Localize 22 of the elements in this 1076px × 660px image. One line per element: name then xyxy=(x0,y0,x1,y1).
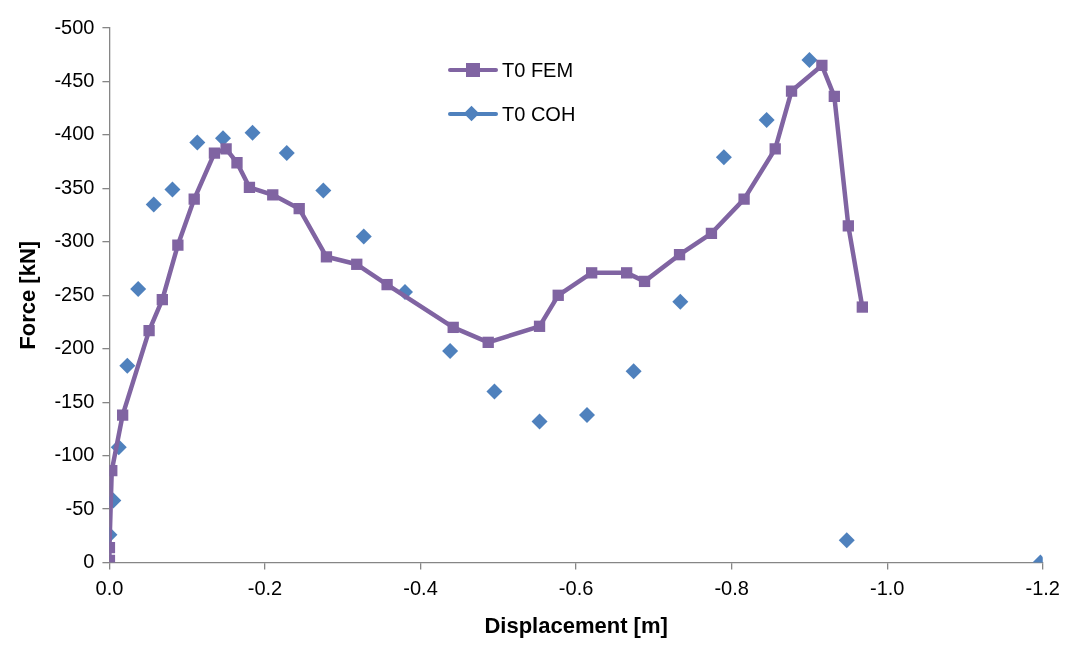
x-tick-label: -1.0 xyxy=(869,577,905,600)
x-tick-label: -0.4 xyxy=(403,577,438,600)
legend-label: T0 FEM xyxy=(502,58,574,83)
x-tick-label: 0.0 xyxy=(95,577,124,600)
y-tick-label: -500 xyxy=(54,15,95,38)
x-tick-label: -0.6 xyxy=(558,577,594,600)
y-tick-label: -350 xyxy=(54,175,95,198)
y-tick-label: -300 xyxy=(54,229,95,252)
legend-label: T0 COH xyxy=(502,102,576,127)
y-tick-label: -400 xyxy=(54,122,95,145)
x-axis-title: Displacement [m] xyxy=(484,612,668,638)
y-tick-label: -200 xyxy=(54,336,95,359)
y-tick-label: 0 xyxy=(83,550,95,573)
x-tick-label: -0.8 xyxy=(714,577,749,600)
y-axis-title: Force [kN] xyxy=(15,240,41,350)
y-tick-label: -150 xyxy=(54,389,95,412)
x-tick-label: -1.2 xyxy=(1025,577,1060,600)
y-tick-label: -250 xyxy=(54,282,95,305)
y-tick-label: -50 xyxy=(65,496,95,519)
y-tick-label: -100 xyxy=(54,443,95,466)
y-tick-label: -450 xyxy=(54,68,95,91)
x-tick-label: -0.2 xyxy=(247,577,283,600)
